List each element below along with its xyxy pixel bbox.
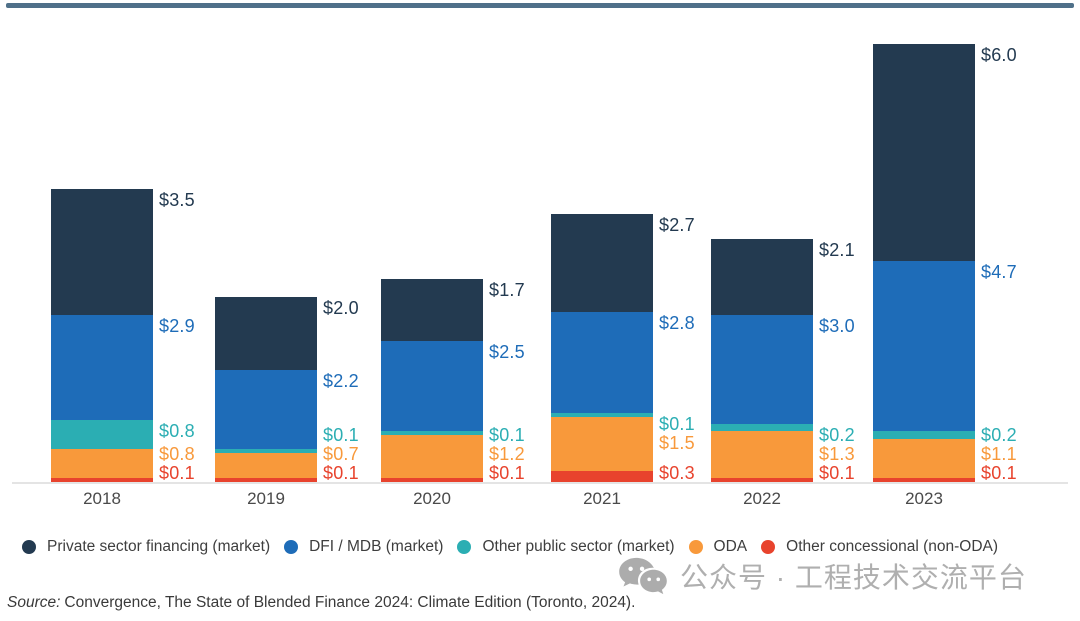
segment-2023-dfi-mdb-market xyxy=(873,261,975,432)
value-label-2023-dfi-mdb-market: $4.7 xyxy=(981,262,1017,283)
legend-label: ODA xyxy=(713,538,748,555)
legend-label: DFI / MDB (market) xyxy=(309,538,444,555)
segment-2022-oda xyxy=(711,431,813,479)
value-label-2021-private-sector-financing-market: $2.7 xyxy=(659,215,695,236)
value-label-2022-private-sector-financing-market: $2.1 xyxy=(819,240,855,261)
value-label-2022-other-concessional-non-oda: $0.1 xyxy=(819,463,855,483)
segment-2019-other-concessional-non-oda xyxy=(215,478,317,482)
legend-label: Other concessional (non-ODA) xyxy=(786,538,999,555)
x-tick-2023: 2023 xyxy=(905,489,943,508)
wechat-icon xyxy=(619,557,667,595)
segment-2019-private-sector-financing-market xyxy=(215,297,317,370)
segment-2021-private-sector-financing-market xyxy=(551,214,653,312)
segment-2018-other-concessional-non-oda xyxy=(51,478,153,482)
legend-item-dfi-mdb-market: DFI / MDB (market) xyxy=(284,538,443,556)
value-label-2018-dfi-mdb-market: $2.9 xyxy=(159,316,195,337)
value-label-2020-dfi-mdb-market: $2.5 xyxy=(489,341,525,362)
segment-2018-private-sector-financing-market xyxy=(51,188,153,316)
legend-dot-icon xyxy=(688,540,703,554)
value-label-2023-other-concessional-non-oda: $0.1 xyxy=(981,463,1017,483)
segment-2020-other-public-sector-market xyxy=(381,431,483,435)
legend-item-other-public-sector-market: Other public sector (market) xyxy=(457,538,675,556)
value-label-2018-private-sector-financing-market: $3.5 xyxy=(159,189,195,210)
value-label-2019-oda: $0.7 xyxy=(323,444,359,464)
legend-dot-icon xyxy=(761,540,776,554)
value-label-2019-dfi-mdb-market: $2.2 xyxy=(323,370,359,391)
segment-2019-dfi-mdb-market xyxy=(215,369,317,450)
value-label-2018-oda: $0.8 xyxy=(159,444,195,464)
x-tick-2021: 2021 xyxy=(583,489,621,508)
legend-label: Other public sector (market) xyxy=(482,538,675,555)
segment-2018-oda xyxy=(51,449,153,479)
segment-2021-dfi-mdb-market xyxy=(551,311,653,414)
x-axis-line xyxy=(12,482,1068,484)
segment-2022-private-sector-financing-market xyxy=(711,239,813,316)
x-tick-2020: 2020 xyxy=(413,489,451,508)
value-label-2020-private-sector-financing-market: $1.7 xyxy=(489,280,525,301)
segment-2022-dfi-mdb-market xyxy=(711,315,813,425)
x-tick-2018: 2018 xyxy=(83,489,121,508)
source-label: Source: xyxy=(7,594,61,611)
value-label-2018-other-concessional-non-oda: $0.1 xyxy=(159,463,195,483)
value-label-2021-oda: $1.5 xyxy=(659,433,695,454)
value-label-2021-other-concessional-non-oda: $0.3 xyxy=(659,463,695,483)
value-label-2023-private-sector-financing-market: $6.0 xyxy=(981,44,1017,65)
segment-2023-other-public-sector-market xyxy=(873,431,975,439)
value-label-2020-other-concessional-non-oda: $0.1 xyxy=(489,463,525,483)
legend-dot-icon xyxy=(284,540,299,554)
value-label-2018-other-public-sector-market: $0.8 xyxy=(159,421,195,442)
segment-2022-other-public-sector-market xyxy=(711,424,813,432)
value-label-2022-oda: $1.3 xyxy=(819,444,855,464)
value-label-2019-other-concessional-non-oda: $0.1 xyxy=(323,463,359,483)
segment-2021-oda xyxy=(551,416,653,472)
segment-2020-other-concessional-non-oda xyxy=(381,478,483,482)
chart-legend: Private sector financing (market) DFI / M… xyxy=(22,538,998,556)
legend-item-other-concessional-non-oda: Other concessional (non-ODA) xyxy=(761,538,998,556)
segment-2020-dfi-mdb-market xyxy=(381,340,483,432)
legend-item-oda: ODA xyxy=(688,538,748,556)
value-label-2022-other-public-sector-market: $0.2 xyxy=(819,425,855,445)
segment-2023-other-concessional-non-oda xyxy=(873,478,975,482)
segment-2020-oda xyxy=(381,434,483,479)
segment-2019-other-public-sector-market xyxy=(215,449,317,454)
source-text: Convergence, The State of Blended Financ… xyxy=(64,594,636,611)
value-label-2019-other-public-sector-market: $0.1 xyxy=(323,425,359,445)
segment-2018-other-public-sector-market xyxy=(51,420,153,450)
legend-dot-icon xyxy=(22,540,36,554)
x-tick-2019: 2019 xyxy=(247,489,285,508)
source-line: Source: Convergence, The State of Blended… xyxy=(7,594,635,612)
legend-dot-icon xyxy=(457,540,472,554)
value-label-2021-other-public-sector-market: $0.1 xyxy=(659,414,695,435)
segment-2023-oda xyxy=(873,438,975,479)
top-border-rule xyxy=(6,3,1074,8)
segment-2018-dfi-mdb-market xyxy=(51,315,153,421)
segment-2022-other-concessional-non-oda xyxy=(711,478,813,482)
legend-item-private-sector-financing-market: Private sector financing (market) xyxy=(22,538,270,556)
value-label-2022-dfi-mdb-market: $3.0 xyxy=(819,316,855,337)
value-label-2023-other-public-sector-market: $0.2 xyxy=(981,425,1017,445)
segment-2021-other-concessional-non-oda xyxy=(551,471,653,482)
value-label-2019-private-sector-financing-market: $2.0 xyxy=(323,298,359,319)
value-label-2020-oda: $1.2 xyxy=(489,444,525,464)
value-label-2023-oda: $1.1 xyxy=(981,444,1017,464)
segment-2020-private-sector-financing-market xyxy=(381,279,483,341)
segment-2021-other-public-sector-market xyxy=(551,413,653,417)
watermark: 公众号 · 工程技术交流平台 xyxy=(618,556,1027,596)
segment-2023-private-sector-financing-market xyxy=(873,43,975,262)
watermark-text: 公众号 · 工程技术交流平台 xyxy=(680,562,1027,593)
x-tick-2022: 2022 xyxy=(743,489,781,508)
segment-2019-oda xyxy=(215,453,317,479)
value-label-2021-dfi-mdb-market: $2.8 xyxy=(659,312,695,333)
legend-label: Private sector financing (market) xyxy=(47,538,271,555)
value-label-2020-other-public-sector-market: $0.1 xyxy=(489,425,525,445)
